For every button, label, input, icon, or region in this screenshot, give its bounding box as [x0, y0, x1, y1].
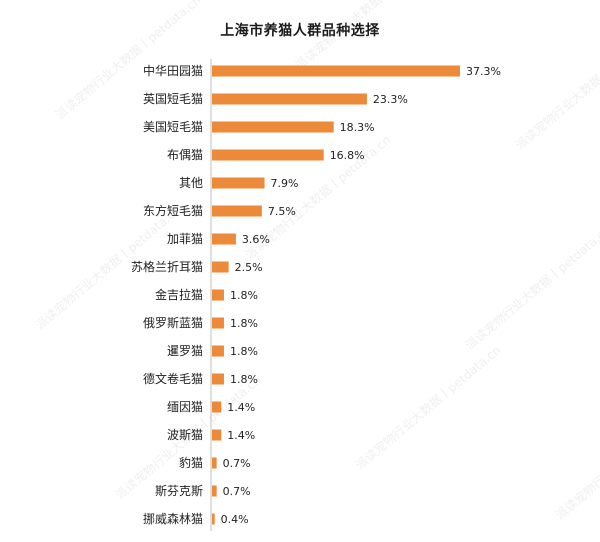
bar — [212, 233, 236, 245]
watermark-text: 派读宠物行业大数据丨petdata.cn — [292, 0, 443, 72]
category-label: 波斯猫 — [167, 428, 203, 442]
data-label: 16.8% — [330, 149, 365, 162]
bar — [212, 457, 217, 469]
bar — [212, 373, 224, 385]
data-label: 1.8% — [230, 345, 258, 358]
data-label: 1.8% — [230, 317, 258, 330]
data-label: 1.8% — [230, 373, 258, 386]
category-label: 金吉拉猫 — [155, 287, 203, 302]
chart-title: 上海市养猫人群品种选择 — [220, 23, 380, 39]
category-label: 暹罗猫 — [167, 344, 203, 358]
data-label: 0.7% — [223, 485, 251, 498]
data-label: 2.5% — [235, 261, 263, 274]
bar — [212, 401, 222, 413]
bar — [212, 205, 262, 217]
bar — [212, 121, 334, 133]
category-label: 斯芬克斯 — [155, 484, 203, 498]
bar — [212, 177, 265, 189]
bar — [212, 485, 217, 497]
data-label: 0.7% — [223, 457, 251, 470]
bar — [212, 429, 222, 441]
data-label: 1.8% — [230, 289, 258, 302]
data-label: 7.5% — [268, 205, 296, 218]
category-label: 英国短毛猫 — [143, 92, 203, 106]
bar — [212, 261, 229, 273]
bar — [212, 93, 367, 105]
data-label: 1.4% — [227, 401, 255, 414]
data-label: 7.9% — [271, 177, 299, 190]
data-label: 37.3% — [466, 65, 501, 78]
category-label: 中华田园猫 — [143, 63, 203, 78]
bar — [212, 65, 460, 77]
category-label: 苏格兰折耳猫 — [131, 259, 203, 274]
category-label: 俄罗斯蓝猫 — [143, 316, 203, 330]
watermark-text: 派读宠物行业大数据丨petdata.cn — [552, 392, 600, 522]
category-label: 豹猫 — [179, 455, 203, 470]
category-label: 布偶猫 — [167, 148, 203, 162]
category-label: 缅因猫 — [167, 400, 203, 414]
bar — [212, 513, 215, 525]
watermark-text: 派读宠物行业大数据丨petdata.cn — [462, 222, 600, 352]
bar — [212, 317, 224, 329]
category-label: 挪威森林猫 — [143, 511, 203, 526]
data-label: 0.4% — [221, 513, 249, 526]
category-label: 德文卷毛猫 — [143, 371, 203, 386]
bar — [212, 345, 224, 357]
data-label: 1.4% — [227, 429, 255, 442]
data-label: 3.6% — [242, 233, 270, 246]
category-label: 美国短毛猫 — [143, 120, 203, 134]
category-label: 东方短毛猫 — [143, 203, 203, 218]
watermark-text: 派读宠物行业大数据丨petdata.cn — [512, 22, 600, 152]
bar — [212, 289, 224, 301]
category-label: 其他 — [179, 176, 203, 190]
data-label: 23.3% — [373, 93, 408, 106]
bar — [212, 149, 324, 161]
category-label: 加菲猫 — [167, 232, 203, 246]
watermark-text: 派读宠物行业大数据丨petdata.cn — [352, 342, 503, 472]
data-label: 18.3% — [340, 121, 375, 134]
